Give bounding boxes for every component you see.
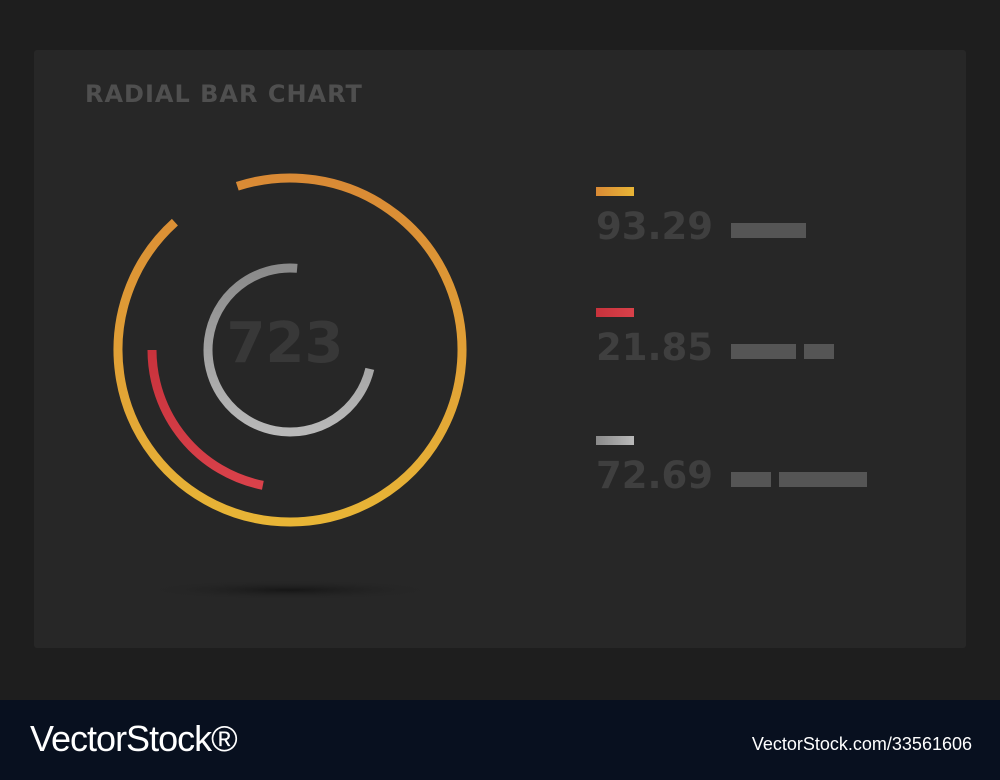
watermark-id: VectorStock.com/33561606	[751, 734, 972, 754]
chart-title: RADIAL BAR CHART	[85, 80, 363, 108]
legend-swatch	[596, 308, 634, 317]
legend-placeholder-bars	[731, 472, 867, 487]
legend-value: 21.85	[596, 326, 714, 369]
arc-series-1	[113, 173, 467, 527]
placeholder-bar	[804, 344, 834, 359]
legend-value: 72.69	[596, 454, 714, 497]
legend-swatch	[596, 436, 634, 445]
legend-placeholder-bars	[731, 223, 806, 238]
legend-swatch	[596, 187, 634, 196]
legend-placeholder-bars	[731, 344, 834, 359]
watermark-bar: VectorStock® VectorStock.com/33561606	[0, 700, 1000, 780]
placeholder-bar	[731, 344, 796, 359]
placeholder-bar	[731, 223, 806, 238]
placeholder-bar	[731, 472, 771, 487]
watermark-brand: VectorStock®	[30, 718, 238, 759]
chart-shadow	[140, 580, 440, 600]
legend-value: 93.29	[596, 205, 714, 248]
arc-series-2	[147, 349, 264, 490]
center-value: 723	[227, 311, 344, 376]
arc-series-3	[203, 263, 375, 437]
radial-bar-chart: 723	[113, 173, 467, 600]
placeholder-bar	[779, 472, 867, 487]
